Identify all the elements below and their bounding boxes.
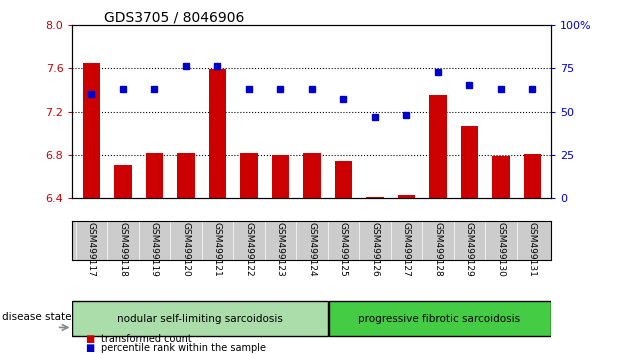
Text: GSM499118: GSM499118 [118,222,127,277]
Bar [303,153,321,198]
Text: GSM499127: GSM499127 [402,222,411,277]
Bar [177,153,195,198]
Text: GSM499131: GSM499131 [528,222,537,277]
Text: ■: ■ [85,334,94,344]
Text: GSM499121: GSM499121 [213,222,222,277]
Text: GSM499117: GSM499117 [87,222,96,277]
Bar [83,63,100,198]
Bar [398,195,415,198]
Text: GSM499128: GSM499128 [433,222,442,277]
Text: nodular self-limiting sarcoidosis: nodular self-limiting sarcoidosis [117,314,283,324]
Text: ■: ■ [85,343,94,353]
Text: GSM499129: GSM499129 [465,222,474,277]
Text: percentile rank within the sample: percentile rank within the sample [101,343,266,353]
Text: GSM499123: GSM499123 [276,222,285,277]
Text: disease state: disease state [2,312,71,322]
Bar [329,301,551,336]
Bar [209,69,226,198]
Text: GSM499130: GSM499130 [496,222,505,277]
Text: GDS3705 / 8046906: GDS3705 / 8046906 [104,11,244,25]
Bar [461,126,478,198]
Bar [272,155,289,198]
Bar [72,301,328,336]
Bar [146,153,163,198]
Text: transformed count: transformed count [101,334,192,344]
Text: GSM499122: GSM499122 [244,222,253,277]
Text: GSM499120: GSM499120 [181,222,190,277]
Bar [492,156,510,198]
Text: GSM499119: GSM499119 [150,222,159,277]
Bar [524,154,541,198]
Text: progressive fibrotic sarcoidosis: progressive fibrotic sarcoidosis [358,314,520,324]
Bar [429,95,447,198]
Bar [240,153,258,198]
Bar [366,197,384,198]
Text: GSM499126: GSM499126 [370,222,379,277]
Text: GSM499125: GSM499125 [339,222,348,277]
Bar [114,165,132,198]
Text: GSM499124: GSM499124 [307,222,316,277]
Bar [335,161,352,198]
